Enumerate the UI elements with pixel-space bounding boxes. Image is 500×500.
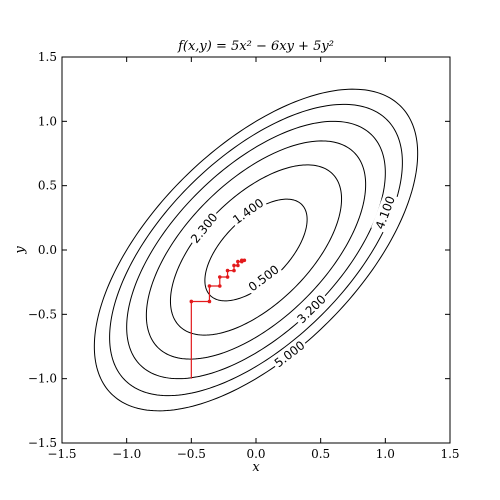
x-tick-label: 1.0: [376, 447, 395, 461]
plot-frame: [61, 56, 451, 444]
y-tick-label: −1.5: [28, 436, 57, 450]
y-tick-label: −1.0: [28, 372, 57, 386]
x-tick-label: 0.5: [311, 447, 330, 461]
descent-path-point: [236, 259, 240, 264]
descent-path-point: [217, 284, 222, 288]
contour-label-bg: [243, 260, 284, 297]
descent-path-point: [217, 275, 222, 279]
descent-path-point: [232, 263, 236, 268]
descent-path-point: [232, 268, 236, 273]
chart-title: f(x,y) = 5x² − 6xy + 5y²: [177, 39, 334, 54]
y-tick-label: −0.5: [28, 307, 57, 321]
contour-label-4.100: 4.100: [373, 194, 398, 231]
y-tick-label: 0.5: [38, 179, 57, 193]
contour-label-bg: [228, 193, 269, 229]
contour-lines: [93, 88, 419, 412]
descent-path-point: [242, 258, 247, 263]
contour-line-1.4: [169, 164, 343, 336]
descent-path: [189, 258, 247, 379]
axis-ticks: −1.5 −1.0 −0.5 0.0 0.5 1.0 1.5 −1.5 −1.0 −0.5 0.0 0…: [28, 50, 460, 461]
descent-path-point: [207, 284, 212, 288]
contour-line-3.2: [126, 120, 386, 380]
y-axis-title: y: [13, 246, 28, 255]
x-tick-label: −1.0: [112, 447, 141, 461]
descent-path-point: [239, 258, 244, 263]
contour-label-bg: [186, 208, 223, 248]
contour-line-5: [93, 88, 419, 412]
descent-path-line: [190, 259, 245, 379]
descent-path-point: [225, 268, 230, 273]
descent-path-point: [207, 299, 212, 304]
y-tick-label: 1.0: [38, 114, 57, 128]
y-tick-label: 0.0: [38, 243, 57, 257]
contour-label-3.200: 3.200: [294, 292, 328, 326]
y-tick-label: 1.5: [38, 50, 57, 64]
x-tick-label: 1.5: [440, 447, 459, 461]
x-tick-label: −0.5: [177, 447, 206, 461]
contour-line-2.3: [145, 140, 367, 360]
x-axis-title: x: [252, 460, 260, 475]
descent-path-point: [225, 275, 230, 279]
descent-path-point: [189, 299, 194, 304]
contour-label-bg: [371, 192, 400, 234]
contour-label-bg: [269, 336, 310, 373]
x-tick-label: −1.5: [47, 447, 76, 461]
descent-path-point: [236, 263, 240, 268]
x-tick-label: 0.0: [246, 447, 265, 461]
contour-line-4.1: [109, 103, 403, 397]
contour-label-bg: [292, 290, 331, 329]
